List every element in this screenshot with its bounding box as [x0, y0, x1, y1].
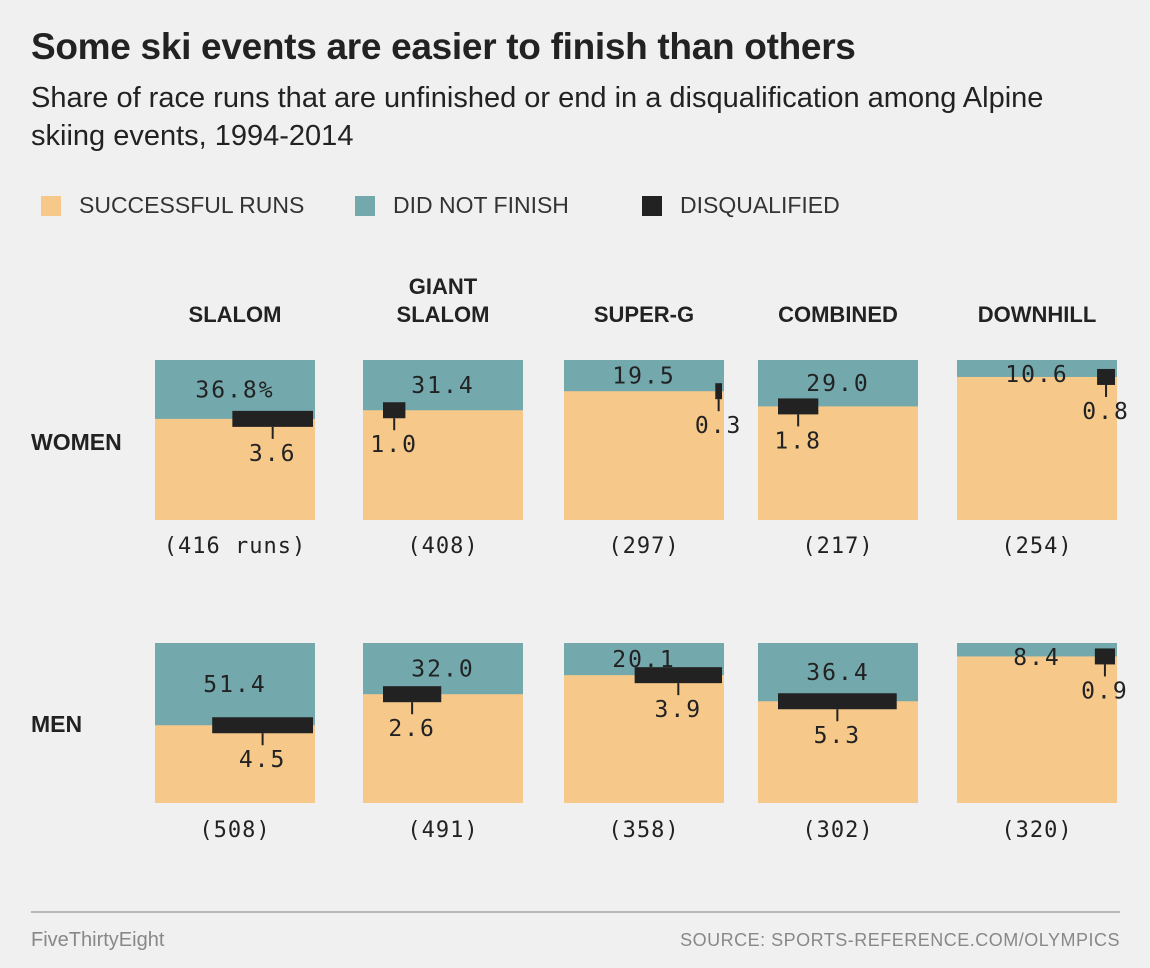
label-dq-women-giant-slalom: 1.0: [370, 432, 418, 458]
label-dq-men-combined: 5.3: [814, 723, 862, 749]
label-dnf-men-super-g: 20.1: [612, 647, 675, 673]
label-dq-men-slalom: 4.5: [239, 747, 287, 773]
label-dnf-men-giant-slalom: 32.0: [411, 657, 474, 683]
bar-dnf-men-giant-slalom: [363, 643, 523, 695]
label-runs-men-giant-slalom: (491): [407, 818, 478, 843]
row-label-women: WOMEN: [31, 429, 122, 455]
bar-dq-men-slalom: [212, 717, 313, 734]
chart-subtitle: Share of race runs that are unfinished o…: [31, 82, 1044, 152]
footer-rule: [31, 911, 1120, 913]
label-runs-women-slalom: (416 runs): [164, 534, 306, 559]
label-dq-men-giant-slalom: 2.6: [388, 716, 436, 742]
bar-dnf-women-super-g: [564, 360, 724, 392]
row-label-men: MEN: [31, 711, 82, 737]
label-dnf-men-slalom: 51.4: [203, 672, 266, 698]
bar-dnf-men-combined: [758, 643, 918, 702]
column-label-super-g: SUPER-G: [594, 302, 694, 327]
bar-dnf-men-downhill: [957, 643, 1117, 657]
bar-dq-men-combined: [778, 693, 897, 710]
legend-swatch-dnf: [355, 196, 375, 216]
label-runs-men-slalom: (508): [199, 818, 270, 843]
label-runs-men-combined: (302): [802, 818, 873, 843]
legend-label-successful: SUCCESSFUL RUNS: [79, 192, 305, 218]
bar-dnf-men-slalom: [155, 643, 315, 726]
bar-dq-women-slalom: [232, 410, 313, 427]
legend: SUCCESSFUL RUNS DID NOT FINISH DISQUALIF…: [0, 190, 1150, 220]
label-dq-women-downhill: 0.8: [1082, 399, 1130, 425]
bar-dq-women-giant-slalom: [383, 402, 406, 419]
label-dnf-women-downhill: 10.6: [1005, 362, 1068, 388]
bar-dnf-women-slalom: [155, 360, 315, 419]
bar-dq-men-giant-slalom: [383, 686, 442, 703]
bar-dnf-women-giant-slalom: [363, 360, 523, 411]
bar-dq-men-downhill: [1094, 648, 1115, 665]
bar-successful-men-downhill: [957, 643, 1117, 803]
label-dq-men-super-g: 3.9: [655, 697, 703, 723]
chart-title: Some ski events are easier to finish tha…: [31, 26, 856, 67]
legend-label-dnf: DID NOT FINISH: [393, 192, 569, 218]
column-label-downhill: DOWNHILL: [978, 302, 1097, 327]
label-dnf-men-combined: 36.4: [806, 660, 869, 686]
legend-label-dq: DISQUALIFIED: [680, 192, 840, 218]
label-runs-women-combined: (217): [802, 534, 873, 559]
label-runs-women-giant-slalom: (408): [407, 534, 478, 559]
legend-swatch-dq: [642, 196, 662, 216]
column-label-slalom: SLALOM: [189, 302, 282, 327]
label-runs-men-downhill: (320): [1001, 818, 1072, 843]
label-dq-women-slalom: 3.6: [249, 441, 297, 467]
label-dnf-men-downhill: 8.4: [1013, 645, 1061, 671]
column-label-combined: COMBINED: [778, 302, 898, 327]
label-dq-men-downhill: 0.9: [1081, 678, 1129, 704]
label-dq-women-super-g: 0.3: [695, 413, 743, 439]
footer-brand: FiveThirtyEight: [31, 929, 165, 951]
label-dq-women-combined: 1.8: [774, 428, 822, 454]
legend-swatch-successful: [41, 196, 61, 216]
label-runs-women-super-g: (297): [608, 534, 679, 559]
label-runs-men-super-g: (358): [608, 818, 679, 843]
bar-successful-women-downhill: [957, 360, 1117, 520]
label-dnf-women-giant-slalom: 31.4: [411, 373, 474, 399]
bar-dq-women-super-g: [715, 383, 722, 400]
bar-dq-women-downhill: [1097, 368, 1115, 385]
footer-source: SOURCE: SPORTS-REFERENCE.COM/OLYMPICS: [680, 930, 1120, 950]
bar-dnf-women-downhill: [957, 360, 1117, 377]
bar-dq-women-combined: [778, 398, 819, 415]
label-dnf-women-slalom: 36.8%: [195, 377, 274, 403]
label-dnf-women-super-g: 19.5: [612, 364, 675, 390]
bar-dq-men-super-g: [634, 667, 722, 684]
label-dnf-women-combined: 29.0: [806, 371, 869, 397]
label-runs-women-downhill: (254): [1001, 534, 1072, 559]
column-label-giant-slalom: GIANT SLALOM: [397, 274, 490, 327]
